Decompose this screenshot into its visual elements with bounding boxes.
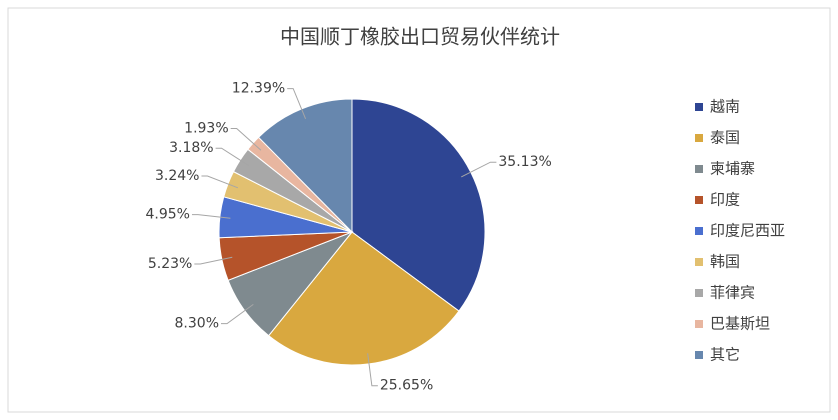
leader-line	[230, 127, 262, 151]
legend-label: 印度尼西亚	[710, 222, 785, 240]
legend-swatch	[695, 134, 703, 142]
leader-line	[221, 303, 254, 325]
legend-label: 越南	[710, 98, 740, 116]
leader-line	[201, 175, 239, 189]
leader-line	[215, 147, 250, 167]
legend-swatch	[695, 289, 703, 297]
data-label: 8.30%	[175, 316, 219, 332]
data-label: 35.13%	[498, 154, 551, 170]
data-label: 5.23%	[148, 256, 192, 272]
legend-swatch	[695, 320, 703, 328]
legend-label: 柬埔寨	[710, 160, 755, 178]
legend-label: 其它	[710, 346, 740, 364]
legend-swatch	[695, 258, 703, 266]
legend-swatch	[695, 227, 703, 235]
legend-label: 巴基斯坦	[710, 315, 770, 333]
legend-label: 菲律宾	[710, 284, 755, 302]
legend-swatch	[695, 165, 703, 173]
leader-line	[367, 353, 378, 387]
chart-title: 中国顺丁橡胶出口贸易伙伴统计	[280, 25, 560, 49]
data-label: 3.18%	[169, 140, 213, 156]
leader-line	[191, 214, 231, 219]
legend-swatch	[695, 103, 703, 111]
data-label: 3.24%	[155, 168, 199, 184]
legend-label: 韩国	[710, 253, 740, 271]
legend-label: 印度	[710, 191, 740, 209]
leader-line	[194, 256, 233, 265]
legend-swatch	[695, 196, 703, 204]
legend-label: 泰国	[710, 129, 740, 147]
leader-line	[461, 161, 497, 178]
data-label: 12.39%	[232, 81, 285, 97]
data-label: 1.93%	[184, 120, 228, 136]
data-label: 25.65%	[380, 378, 433, 394]
legend-swatch	[695, 351, 703, 359]
leader-line	[287, 88, 307, 119]
data-label: 4.95%	[145, 207, 189, 223]
